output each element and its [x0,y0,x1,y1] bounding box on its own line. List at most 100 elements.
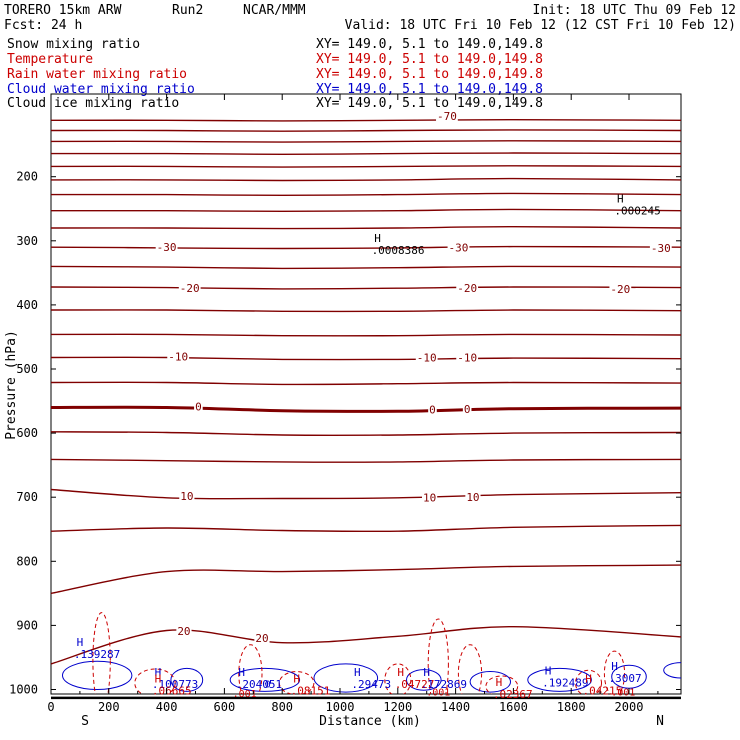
moisture-contours [61,612,681,694]
isotherm-label: 0 [429,404,436,417]
isotherm-label: 0 [195,400,202,413]
rain-contour [485,675,519,694]
isotherm-line [51,356,681,361]
maximum-marker: H [155,672,162,685]
x-tick-label: 600 [214,700,236,714]
isotherm-label: 20 [177,625,190,638]
org-label: NCAR/MMM [243,3,306,18]
cloud-water-contour [663,662,681,679]
isotherm-label: -20 [457,282,477,295]
x-axis-end-label: N [656,714,664,729]
isotherm-label: -30 [651,242,671,255]
isotherm-line [51,177,681,182]
isotherm-label-bg [649,242,672,254]
forecast-hour: Fcst: 24 h [4,18,82,33]
maximum-value: .100773 [152,678,198,691]
isotherm-label: 10 [423,491,436,504]
maximum-value: .204051 [236,678,282,691]
x-tick-label: 800 [271,700,293,714]
valid-time: Valid: 18 UTC Fri 10 Feb 12 (12 CST Fri … [345,18,736,33]
y-axis-title: Pressure (hPa) [4,330,19,440]
isotherm-label: 0 [464,403,471,416]
isotherm-line [51,625,681,665]
isotherm-lines [51,118,681,665]
isotherm-label-bg [465,490,481,502]
legend-label: Cloud ice mixing ratio [7,96,179,111]
isotherm-line [51,208,681,213]
maximum-value: .0008386 [372,244,425,257]
isotherm-line [51,286,681,290]
cloud-water-contour [406,669,442,691]
isotherm-line [51,564,681,595]
maximum-marker: H [611,660,618,673]
maximum-value: .000245 [614,204,660,217]
isotherm-label-bg [254,631,270,643]
maximum-marker: H [354,666,361,679]
maximum-value: .08151 [291,684,331,697]
isotherm-label-bg [179,490,195,502]
isotherm-line [51,118,681,122]
isotherm-line [51,192,681,197]
maximum-value: .3007 [609,672,642,685]
contour-value-label: 0 [265,679,271,690]
legend-label: Cloud water mixing ratio [7,82,195,97]
isotherm-label: 20 [255,632,268,645]
isotherm-label-bg [456,281,479,293]
isotherm-line [51,140,681,143]
isotherm-label-bg [178,281,201,293]
legend-xy: XY= 149.0, 5.1 to 149.0,149.8 [316,67,543,82]
plot-frame [50,93,682,695]
maximum-marker: H [585,672,592,685]
isotherm-line [51,458,681,463]
rain-contour [603,650,626,694]
y-tick-label: 300 [16,234,38,248]
rain-contour [238,644,263,694]
maximum-marker: H [155,666,162,679]
rain-contour [134,668,176,694]
isotherm-label: -10 [417,352,437,365]
maximum-value: .02367 [493,688,533,701]
rain-contour [278,671,315,694]
isotherm-line [51,165,681,168]
isotherm-label-bg [176,624,192,636]
y-tick-label: 200 [16,170,38,184]
run-label: Run2 [172,3,203,18]
legend-xy: XY= 149.0, 5.1 to 149.0,149.8 [316,37,543,52]
isotherm-line [51,381,681,386]
x-tick-label: 400 [156,700,178,714]
maximum-marker: H [617,192,624,205]
isotherm-line [51,129,681,132]
maximum-marker: H [397,666,404,679]
cloud-water-contour [170,667,204,692]
isotherm-label: 10 [466,491,479,504]
y-tick-label: 900 [16,618,38,632]
x-tick-label: 1400 [441,700,470,714]
isotherm-label-bg [436,110,458,122]
x-tick-label: 0 [47,700,54,714]
init-time: Init: 18 UTC Thu 09 Feb 12 [533,3,737,18]
maximum-marker: H [423,666,430,679]
rain-contour [457,644,483,694]
x-tick-label: 1800 [557,700,586,714]
y-tick-label: 700 [16,490,38,504]
x-tick-label: 2000 [615,700,644,714]
isotherm-label: -10 [457,352,477,365]
legend: Snow mixing ratio XY= 149.0, 5.1 to 149.… [7,37,543,111]
maximum-value: .139287 [74,648,120,661]
rain-contour [575,669,602,694]
maximum-value: .172869 [421,678,467,691]
contour-value-label: .001 [611,688,635,699]
contour-value-label: .001 [233,689,257,700]
isotherm-line [51,245,681,250]
x-tick-label: 1200 [383,700,412,714]
cloud-water-contour [61,660,133,691]
isotherm-label-bg [609,283,632,295]
isotherm-line [51,524,681,533]
isotherm-label-bg [167,350,190,362]
cloud-water-contour [229,667,301,692]
maximum-value: .29473 [351,678,391,691]
x-tick-label: 200 [98,700,120,714]
isotherm-line [51,488,681,500]
